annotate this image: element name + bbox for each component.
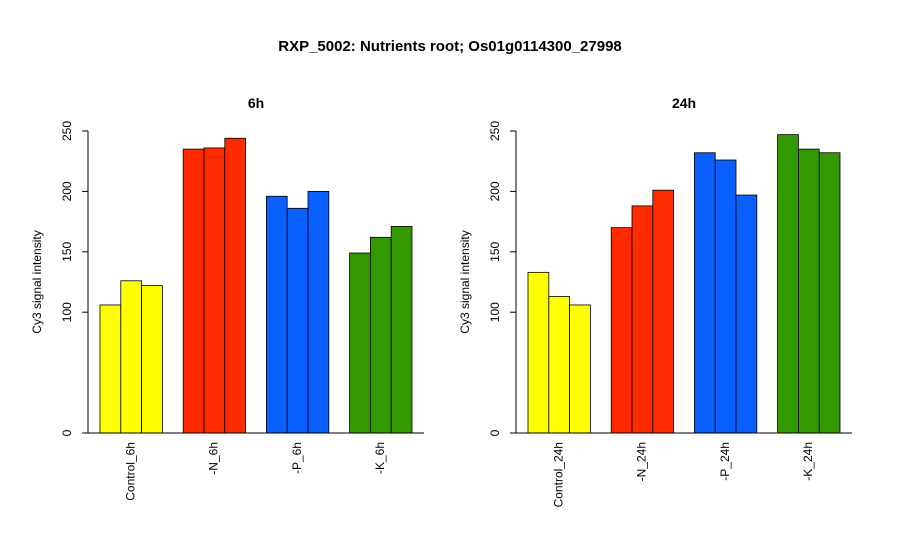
x-tick-label: -K_24h <box>801 442 815 481</box>
y-tick-label: 150 <box>60 241 74 261</box>
y-tick-label: 0 <box>60 429 74 436</box>
x-tick-label: -N_6h <box>207 442 221 475</box>
chart-panel-24h: 24h 0 100 150 200 250 Cy3 signal intensity Cont… <box>458 95 852 507</box>
panel-title: 24h <box>672 95 696 111</box>
bar <box>390 226 413 434</box>
y-tick-label: 200 <box>488 181 502 201</box>
bar <box>286 207 309 434</box>
y-tick-label: 250 <box>60 121 74 141</box>
bar <box>141 285 163 434</box>
bar <box>307 190 330 434</box>
x-tick-label: -P_6h <box>290 442 304 474</box>
y-tick-label: 250 <box>488 121 502 141</box>
bar <box>714 159 737 434</box>
x-tick-label: -K_6h <box>373 442 387 474</box>
bar <box>693 152 716 434</box>
figure-title: RXP_5002: Nutrients root; Os01g0114300_2… <box>278 38 622 55</box>
bar <box>797 148 820 434</box>
bar <box>777 134 799 434</box>
y-axis-label: Cy3 signal intensity <box>30 230 44 333</box>
bar <box>203 147 226 434</box>
bar <box>224 137 247 434</box>
x-tick-label: -P_24h <box>718 442 732 481</box>
bar <box>265 195 288 434</box>
bar <box>652 189 675 434</box>
bar <box>120 280 143 434</box>
bar <box>631 205 654 434</box>
chart-panel-6h: 6h 0 100 150 200 250 Cy3 signal intensity Contr… <box>30 95 424 501</box>
panel-title: 6h <box>248 95 264 111</box>
bar <box>182 148 205 434</box>
x-tick-label: Control_6h <box>123 442 137 501</box>
y-tick-label: 150 <box>488 241 502 261</box>
x-tick-label: Control_24h <box>551 442 565 507</box>
y-tick-label: 100 <box>488 302 502 322</box>
bar <box>548 296 571 434</box>
bar <box>527 271 550 434</box>
y-tick-label: 100 <box>60 302 74 322</box>
bar <box>735 194 758 434</box>
bar <box>349 252 371 434</box>
bar <box>818 152 841 434</box>
y-axis-label: Cy3 signal intensity <box>458 230 472 333</box>
bar <box>99 304 122 434</box>
x-tick-label: -N_24h <box>635 442 649 481</box>
bar <box>569 304 591 434</box>
y-tick-label: 0 <box>488 429 502 436</box>
bar <box>369 236 392 434</box>
bar <box>610 227 633 434</box>
y-tick-label: 200 <box>60 181 74 201</box>
